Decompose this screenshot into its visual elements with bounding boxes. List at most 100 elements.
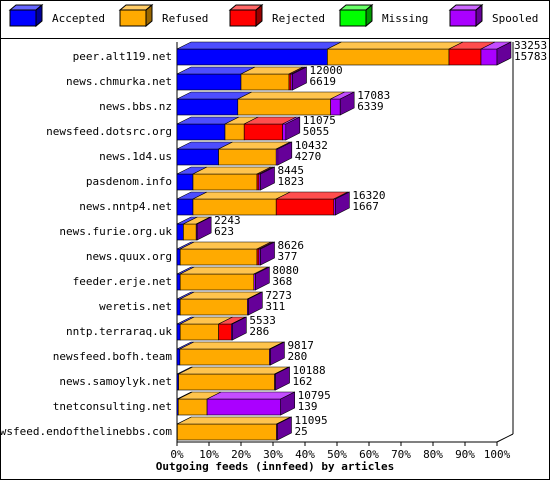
bar-top [177,417,290,424]
bar-top [177,42,341,49]
accepted-label: 15783 [514,50,547,63]
bar-segment [183,224,196,240]
category-label: pasdenom.info [86,175,172,188]
legend-swatch [340,10,366,26]
bar-top [179,367,289,374]
legend-label: Rejected [272,12,325,25]
bar-segment [177,74,241,90]
accepted-label: 280 [287,350,307,363]
bar-top [238,92,345,99]
bar-top [180,242,271,249]
legend-label: Refused [162,12,208,25]
accepted-label: 1823 [278,175,305,188]
bar-segment [177,199,193,215]
bar-segment [177,249,180,265]
category-label: nntp.terraraq.uk [66,325,172,338]
bar-segment [241,74,289,90]
bar-segment [177,274,180,290]
category-label: newsfeed.endofthelinebbs.com [0,425,172,438]
bar-segment [177,324,180,340]
legend-label: Spooled [492,12,538,25]
accepted-label: 6619 [310,75,337,88]
accepted-label: 4270 [295,150,322,163]
x-tick-label: 100% [484,448,511,461]
legend-label: Missing [382,12,428,25]
legend-swatch [10,10,36,26]
bar-top [180,342,284,349]
x-tick-label: 20% [231,448,251,461]
bar-segment [449,49,481,65]
bar-top [180,267,268,274]
accepted-label: 139 [298,400,318,413]
category-label: news.chmurka.net [66,75,172,88]
bar-top [327,42,463,49]
bar-segment [177,99,238,115]
bar-segment [180,249,257,265]
x-tick-label: 90% [455,448,475,461]
bar-segment [177,224,183,240]
bar-segment [180,299,247,315]
legend-label: Accepted [52,12,105,25]
accepted-label: 162 [293,375,313,388]
x-tick-label: 10% [199,448,219,461]
bar-segment [331,99,341,115]
legend-swatch [230,10,256,26]
category-label: newsfeed.dotsrc.org [46,125,172,138]
legend-swatch [120,10,146,26]
bar-segment [276,199,334,215]
accepted-label: 368 [272,275,292,288]
bar-segment [178,399,207,415]
category-label: tnetconsulting.net [53,400,172,413]
bar-top [207,392,295,399]
category-label: news.quux.org [86,250,172,263]
category-label: news.samoylyk.net [59,375,172,388]
x-tick-label: 60% [359,448,379,461]
x-tick-label: 0% [170,448,184,461]
accepted-label: 311 [265,300,285,313]
accepted-label: 286 [249,325,269,338]
x-tick-label: 70% [391,448,411,461]
bar-segment [327,49,449,65]
x-tick-label: 80% [423,448,443,461]
x-tick-label: 40% [295,448,315,461]
bar-segment [238,99,331,115]
bar-segment [177,349,180,365]
bar-segment [283,124,286,140]
bar-segment [177,299,180,315]
bar-top [193,192,290,199]
category-label: news.furie.org.uk [59,225,172,238]
bar-segment [207,399,281,415]
category-label: peer.alt119.net [73,50,172,63]
category-label: weretis.net [99,300,172,313]
chart-title: Outgoing feeds (innfeed) by articles [156,460,394,473]
accepted-label: 25 [294,425,307,438]
accepted-label: 1667 [352,200,379,213]
accepted-label: 6339 [357,100,384,113]
bar-segment [225,124,244,140]
bar-segment [180,349,270,365]
bar-segment [193,199,276,215]
bar-segment [177,49,327,65]
bar-segment [177,124,225,140]
bar-segment [179,374,275,390]
bar-segment [244,124,282,140]
category-label: feeder.erje.net [73,275,172,288]
category-label: news.nntp4.net [79,200,172,213]
category-label: news.bbs.nz [99,100,172,113]
bar-segment [219,149,277,165]
accepted-label: 623 [214,225,234,238]
bar-segment [177,424,276,440]
category-label: newsfeed.bofh.team [53,350,173,363]
legend-swatch [450,10,476,26]
bar-segment [180,324,218,340]
accepted-label: 377 [278,250,298,263]
bar-segment [177,149,219,165]
accepted-label: 5055 [303,125,330,138]
x-tick-label: 50% [327,448,347,461]
bar-segment [219,324,232,340]
category-label: news.1d4.us [99,150,172,163]
bar-segment [481,49,497,65]
bar-segment [193,174,257,190]
x-tick-label: 30% [263,448,283,461]
